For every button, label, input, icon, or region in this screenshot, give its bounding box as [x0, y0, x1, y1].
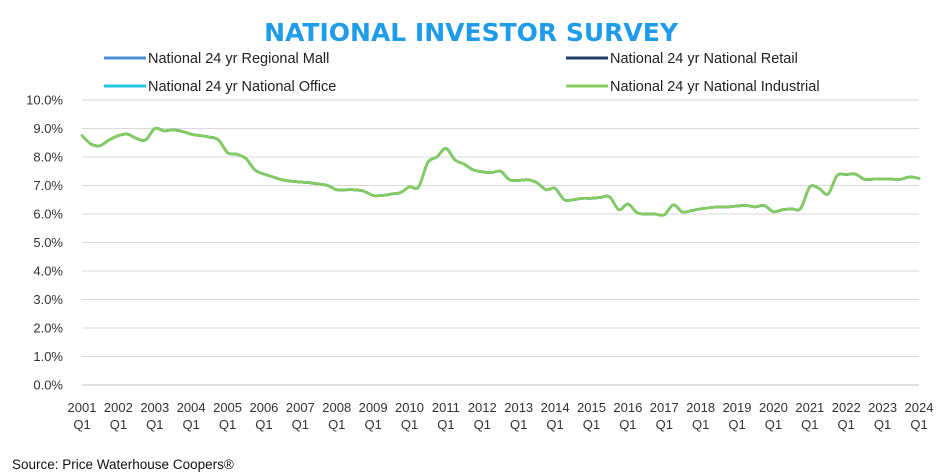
x-tick-year: 2024	[905, 400, 934, 415]
legend-label: National 24 yr National Industrial	[610, 79, 820, 95]
x-tick-quarter: Q1	[437, 417, 454, 432]
x-tick-year: 2016	[613, 400, 642, 415]
x-tick-year: 2014	[541, 400, 570, 415]
x-tick-quarter: Q1	[692, 417, 709, 432]
x-tick-quarter: Q1	[401, 417, 418, 432]
x-tick-year: 2005	[213, 400, 242, 415]
x-tick-quarter: Q1	[801, 417, 818, 432]
x-tick-quarter: Q1	[728, 417, 745, 432]
y-tick-label: 10.0%	[26, 93, 63, 108]
x-tick-year: 2002	[104, 400, 133, 415]
x-tick-year: 2010	[395, 400, 424, 415]
x-tick-quarter: Q1	[583, 417, 600, 432]
x-tick-year: 2023	[868, 400, 897, 415]
x-tick-year: 2022	[832, 400, 861, 415]
x-tick-quarter: Q1	[219, 417, 236, 432]
x-tick-year: 2007	[286, 400, 315, 415]
x-tick-quarter: Q1	[146, 417, 163, 432]
y-tick-label: 0.0%	[33, 378, 63, 393]
legend-label: National 24 yr National Retail	[610, 51, 798, 67]
x-tick-quarter: Q1	[510, 417, 527, 432]
chart-title: NATIONAL INVESTOR SURVEY	[264, 18, 679, 47]
x-tick-quarter: Q1	[765, 417, 782, 432]
y-tick-label: 9.0%	[33, 121, 63, 136]
x-tick-quarter: Q1	[73, 417, 90, 432]
x-tick-quarter: Q1	[328, 417, 345, 432]
series-line-3	[80, 126, 921, 217]
x-tick-quarter: Q1	[183, 417, 200, 432]
x-tick-quarter: Q1	[838, 417, 855, 432]
x-tick-year: 2004	[177, 400, 206, 415]
y-tick-label: 3.0%	[33, 292, 63, 307]
x-tick-year: 2011	[432, 400, 460, 415]
x-tick-quarter: Q1	[619, 417, 636, 432]
x-tick-quarter: Q1	[910, 417, 927, 432]
source-note: Source: Price Waterhouse Coopers®	[12, 457, 234, 472]
y-tick-label: 1.0%	[33, 349, 63, 364]
y-tick-label: 5.0%	[33, 235, 63, 250]
x-tick-year: 2012	[468, 400, 497, 415]
x-tick-year: 2017	[650, 400, 679, 415]
legend-label: National 24 yr National Office	[148, 79, 336, 95]
y-tick-label: 4.0%	[33, 264, 63, 279]
x-tick-quarter: Q1	[110, 417, 127, 432]
x-tick-quarter: Q1	[292, 417, 309, 432]
x-tick-year: 2013	[504, 400, 533, 415]
y-tick-label: 2.0%	[33, 321, 63, 336]
x-axis: 2001 Q1 2002 Q1 2003 Q1 2004 Q1 2005 Q1 2006 Q1 2007…	[68, 400, 934, 432]
x-tick-year: 2015	[577, 400, 606, 415]
x-tick-quarter: Q1	[474, 417, 491, 432]
x-tick-year: 2008	[322, 400, 351, 415]
x-tick-year: 2021	[795, 400, 824, 415]
legend: National 24 yr Regional Mall National 24 …	[104, 51, 820, 95]
x-tick-quarter: Q1	[874, 417, 891, 432]
gridlines	[82, 99, 919, 386]
y-tick-label: 7.0%	[33, 178, 63, 193]
y-tick-label: 8.0%	[33, 150, 63, 165]
x-tick-year: 2001	[68, 400, 97, 415]
x-tick-year: 2006	[249, 400, 278, 415]
x-tick-year: 2019	[723, 400, 752, 415]
x-tick-quarter: Q1	[364, 417, 381, 432]
x-tick-quarter: Q1	[656, 417, 673, 432]
x-tick-year: 2018	[686, 400, 715, 415]
x-tick-year: 2020	[759, 400, 788, 415]
legend-label: National 24 yr Regional Mall	[148, 51, 329, 67]
x-tick-year: 2009	[359, 400, 388, 415]
series-lines	[80, 126, 921, 217]
x-tick-quarter: Q1	[255, 417, 272, 432]
y-tick-label: 6.0%	[33, 207, 63, 222]
x-tick-year: 2003	[140, 400, 169, 415]
x-tick-quarter: Q1	[546, 417, 563, 432]
y-axis: 0.0% 1.0% 2.0% 3.0% 4.0% 5.0% 6.0% 7.0% 8.0% 9.0%…	[26, 93, 63, 393]
